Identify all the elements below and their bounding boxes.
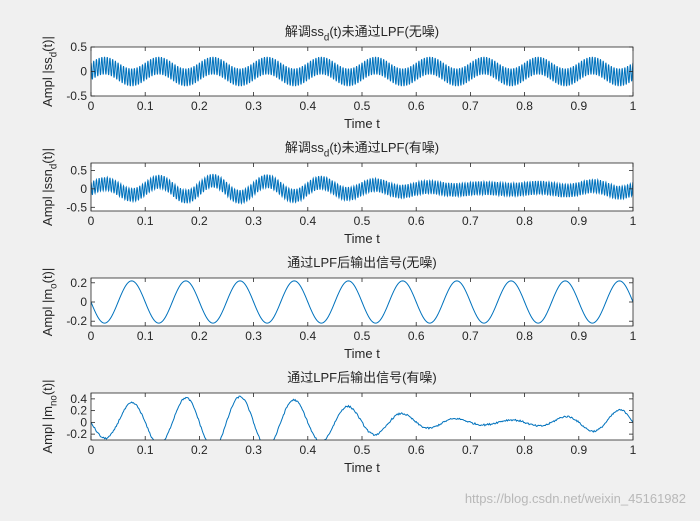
x-tick-label: 0.1 xyxy=(137,329,154,343)
x-tick-label: 0.6 xyxy=(408,99,425,113)
axes-background xyxy=(91,163,633,211)
y-axis-label: Ampl |ssnd(t)| xyxy=(40,148,60,226)
x-tick-label: 0.8 xyxy=(516,214,533,228)
x-tick-label: 0.2 xyxy=(191,99,208,113)
x-tick-label: 0.4 xyxy=(299,443,316,457)
x-tick-label: 0.9 xyxy=(570,329,587,343)
y-tick-label: 0 xyxy=(80,65,87,79)
y-tick-label: 0 xyxy=(80,182,87,196)
y-tick-label: 0.4 xyxy=(70,392,87,406)
watermark: https://blog.csdn.net/weixin_45161982 xyxy=(465,491,686,506)
x-axis-label: Time t xyxy=(344,116,380,131)
axes-background xyxy=(91,47,633,96)
x-tick-label: 0.7 xyxy=(462,443,479,457)
x-tick-label: 0.9 xyxy=(570,99,587,113)
x-tick-label: 0.5 xyxy=(354,99,371,113)
y-tick-label: 0.5 xyxy=(70,163,87,177)
x-tick-label: 0.9 xyxy=(570,214,587,228)
x-tick-label: 0 xyxy=(88,214,95,228)
axes-background xyxy=(91,393,633,440)
y-tick-label: -0.2 xyxy=(66,314,87,328)
x-axis-label: Time t xyxy=(344,346,380,361)
x-axis-label: Time t xyxy=(344,231,380,246)
x-tick-label: 1 xyxy=(630,443,637,457)
x-tick-label: 0.4 xyxy=(299,99,316,113)
x-tick-label: 0.2 xyxy=(191,329,208,343)
x-tick-label: 0.1 xyxy=(137,214,154,228)
x-tick-label: 0.3 xyxy=(245,443,262,457)
x-tick-label: 0.6 xyxy=(408,214,425,228)
x-tick-label: 0.7 xyxy=(462,214,479,228)
x-tick-label: 0.5 xyxy=(354,443,371,457)
x-tick-label: 0.7 xyxy=(462,329,479,343)
x-tick-label: 0.8 xyxy=(516,443,533,457)
x-tick-label: 0.1 xyxy=(137,99,154,113)
x-tick-label: 0 xyxy=(88,99,95,113)
y-axis-label: Ampl |mno(t)| xyxy=(40,380,60,454)
subplot-title: 通过LPF后输出信号(有噪) xyxy=(287,370,437,385)
subplot-title: 通过LPF后输出信号(无噪) xyxy=(287,255,437,270)
x-tick-label: 0.3 xyxy=(245,214,262,228)
x-tick-label: 1 xyxy=(630,99,637,113)
x-tick-label: 0.4 xyxy=(299,214,316,228)
x-tick-label: 0.7 xyxy=(462,99,479,113)
x-tick-label: 1 xyxy=(630,214,637,228)
x-tick-label: 0.6 xyxy=(408,443,425,457)
y-tick-label: -0.5 xyxy=(66,200,87,214)
x-tick-label: 0.5 xyxy=(354,214,371,228)
subplot-title: 解调ssd(t)未通过LPF(无噪) xyxy=(285,24,439,44)
subplot-title: 解调ssd(t)未通过LPF(有噪) xyxy=(285,140,439,160)
x-tick-label: 0.1 xyxy=(137,443,154,457)
x-tick-label: 0 xyxy=(88,329,95,343)
x-axis-label: Time t xyxy=(344,460,380,475)
x-tick-label: 0.8 xyxy=(516,99,533,113)
y-tick-label: -0.5 xyxy=(66,89,87,103)
y-tick-label: 0.2 xyxy=(70,276,87,290)
y-tick-label: 0.5 xyxy=(70,40,87,54)
x-tick-label: 0.8 xyxy=(516,329,533,343)
x-tick-label: 0.6 xyxy=(408,329,425,343)
x-tick-label: 0.2 xyxy=(191,214,208,228)
x-tick-label: 0.9 xyxy=(570,443,587,457)
x-tick-label: 0.3 xyxy=(245,99,262,113)
x-tick-label: 0.4 xyxy=(299,329,316,343)
y-axis-label: Ampl |mo(t)| xyxy=(40,268,60,337)
y-axis-label: Ampl |ssd(t)| xyxy=(40,36,60,107)
x-tick-label: 0.3 xyxy=(245,329,262,343)
x-tick-label: 0 xyxy=(88,443,95,457)
y-tick-label: 0 xyxy=(80,295,87,309)
x-tick-label: 0.2 xyxy=(191,443,208,457)
x-tick-label: 0.5 xyxy=(354,329,371,343)
x-tick-label: 1 xyxy=(630,329,637,343)
